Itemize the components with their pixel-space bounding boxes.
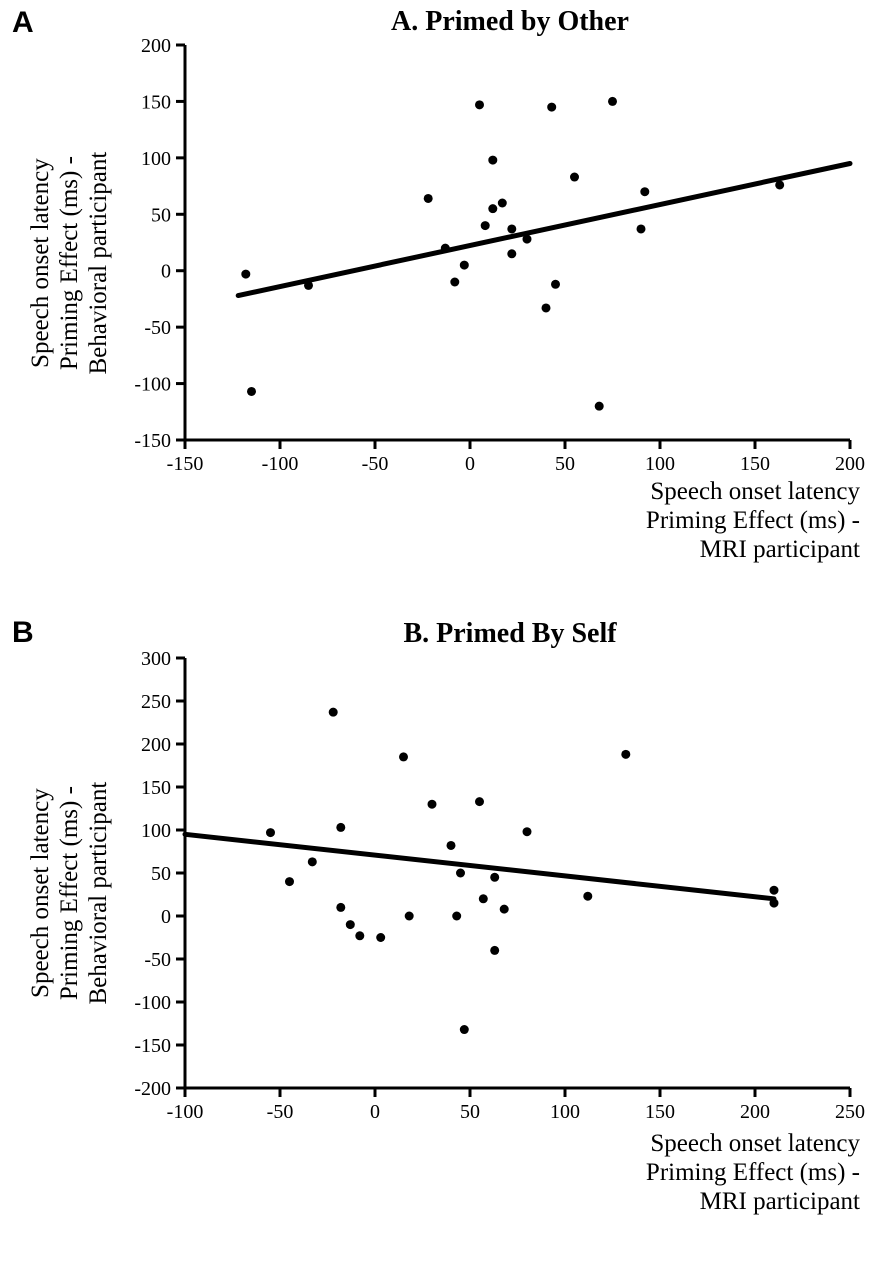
svg-text:0: 0: [465, 453, 475, 475]
ylabel-line: Speech onset latency: [27, 788, 54, 998]
figure-page: { "figure": { "background_color": "#ffff…: [0, 0, 892, 1267]
xlabel-line: MRI participant: [700, 1188, 860, 1215]
svg-text:-50: -50: [144, 317, 171, 339]
svg-text:0: 0: [161, 906, 171, 928]
panel-b-plot: -100 -50 0 50 100 150 200 250 -200 -150 -100 -50 0 50…: [0, 610, 892, 1130]
panel-b-xlabel: Speech onset latency Priming Effect (ms)…: [500, 1130, 860, 1216]
svg-text:100: 100: [141, 820, 171, 842]
svg-text:0: 0: [161, 261, 171, 283]
panel-a-xlabel: Speech onset latency Priming Effect (ms)…: [500, 478, 860, 564]
svg-text:-150: -150: [134, 430, 171, 452]
svg-text:200: 200: [141, 35, 171, 57]
svg-text:-150: -150: [134, 1035, 171, 1057]
ylabel-line: Priming Effect (ms) -: [56, 156, 83, 370]
svg-text:100: 100: [141, 148, 171, 170]
svg-text:-50: -50: [144, 949, 171, 971]
panel-a-ylabel: Speech onset latency Priming Effect (ms)…: [27, 83, 113, 443]
xlabel-line: MRI participant: [700, 536, 860, 563]
svg-text:250: 250: [835, 1101, 865, 1123]
svg-text:100: 100: [550, 1101, 580, 1123]
svg-text:50: 50: [151, 863, 171, 885]
svg-text:100: 100: [645, 453, 675, 475]
ylabel-line: Behavioral participant: [84, 782, 111, 1005]
svg-text:-50: -50: [267, 1101, 294, 1123]
svg-text:200: 200: [740, 1101, 770, 1123]
svg-text:50: 50: [555, 453, 575, 475]
ylabel-line: Behavioral participant: [84, 152, 111, 375]
svg-text:-100: -100: [134, 374, 171, 396]
svg-text:-200: -200: [134, 1078, 171, 1100]
svg-text:0: 0: [370, 1101, 380, 1123]
xlabel-line: Speech onset latency: [650, 1130, 860, 1157]
svg-text:200: 200: [835, 453, 865, 475]
svg-text:-100: -100: [262, 453, 299, 475]
ylabel-line: Priming Effect (ms) -: [56, 786, 83, 1000]
svg-text:200: 200: [141, 734, 171, 756]
svg-text:150: 150: [740, 453, 770, 475]
xlabel-line: Priming Effect (ms) -: [646, 1159, 860, 1186]
svg-text:50: 50: [151, 204, 171, 226]
svg-text:-100: -100: [167, 1101, 204, 1123]
panel-b-ylabel: Speech onset latency Priming Effect (ms)…: [27, 713, 113, 1073]
ylabel-line: Speech onset latency: [27, 158, 54, 368]
svg-text:300: 300: [141, 648, 171, 670]
xlabel-line: Speech onset latency: [650, 478, 860, 505]
svg-text:150: 150: [141, 91, 171, 113]
svg-text:150: 150: [645, 1101, 675, 1123]
svg-text:-100: -100: [134, 992, 171, 1014]
panel-a-plot: -150 -100 -50 0 50 100 150 200 -150 -100 -50 0 50 100…: [0, 0, 892, 480]
svg-text:-50: -50: [362, 453, 389, 475]
svg-text:-150: -150: [167, 453, 204, 475]
svg-text:150: 150: [141, 777, 171, 799]
svg-text:250: 250: [141, 691, 171, 713]
svg-text:50: 50: [460, 1101, 480, 1123]
xlabel-line: Priming Effect (ms) -: [646, 507, 860, 534]
